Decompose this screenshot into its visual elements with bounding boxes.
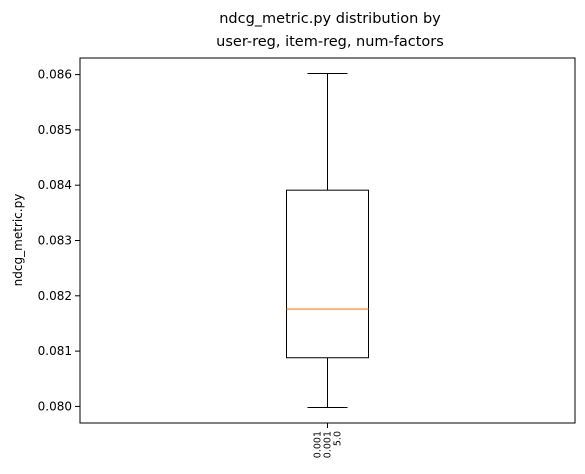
chart-title-line-2: user-reg, item-reg, num-factors xyxy=(216,34,444,50)
y-tick-label: 0.086 xyxy=(38,68,72,82)
y-tick-label: 0.081 xyxy=(38,344,72,358)
x-tick-label-line: 0.001 xyxy=(313,431,324,458)
y-tick-label: 0.080 xyxy=(38,399,72,413)
y-tick-label: 0.084 xyxy=(38,178,72,192)
x-tick-label-line: 0.001 xyxy=(323,431,334,458)
iqr-box xyxy=(286,189,369,359)
y-tick-label: 0.083 xyxy=(38,234,72,248)
y-axis-label: ndcg_metric.py xyxy=(11,194,25,287)
plot-area: 0.080 0.081 0.082 0.083 0.084 0.085 0.086 0.001… xyxy=(38,57,576,458)
y-tick-label: 0.085 xyxy=(38,123,72,137)
x-tick-label-line: 5.0 xyxy=(333,431,344,446)
y-tick-label: 0.082 xyxy=(38,289,72,303)
chart-title-line-1: ndcg_metric.py distribution by xyxy=(219,11,441,27)
